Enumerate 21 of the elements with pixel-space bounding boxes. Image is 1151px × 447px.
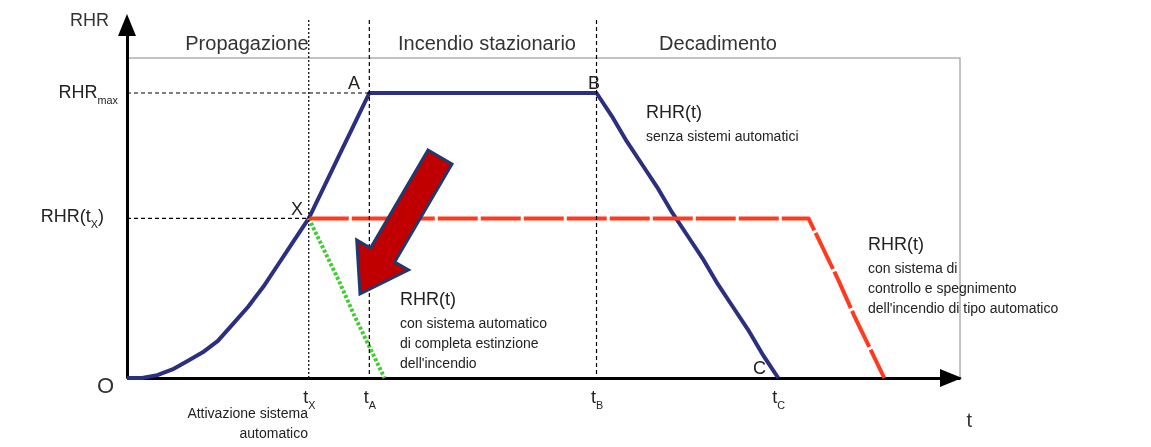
x-tick-label: t$_{A}$ xyxy=(363,386,377,411)
text: Incendio stazionario xyxy=(398,32,576,54)
text: RHR$_{max}$ xyxy=(58,82,119,106)
annotation: A xyxy=(347,73,360,93)
text: RHR(t$_{X}$) xyxy=(40,206,104,230)
annotation: con sistema di controllo e spegnimento dell'incendio di tipo automatico xyxy=(868,260,1059,316)
text: O xyxy=(96,373,114,398)
annotation: RHR(t) xyxy=(868,234,924,254)
annotation: X xyxy=(290,199,303,219)
x-tick-label: t$_{B}$ xyxy=(590,386,604,411)
annotation: senza sistemi automatici xyxy=(646,128,799,144)
annotation: RHR(t) xyxy=(646,102,702,122)
annotation: con sistema automatico di completa estinzione dell'incendio xyxy=(400,315,548,371)
text: Decadimento xyxy=(659,32,777,54)
annotation: C xyxy=(753,358,766,378)
annotation: RHR(t) xyxy=(400,289,456,309)
y-axis-title: RHR xyxy=(70,9,109,30)
x-tick-label: t$_{C}$ xyxy=(772,386,786,411)
text: Propagazione xyxy=(185,32,309,54)
annotation: B xyxy=(587,73,600,93)
x-axis-title: t xyxy=(966,408,973,431)
